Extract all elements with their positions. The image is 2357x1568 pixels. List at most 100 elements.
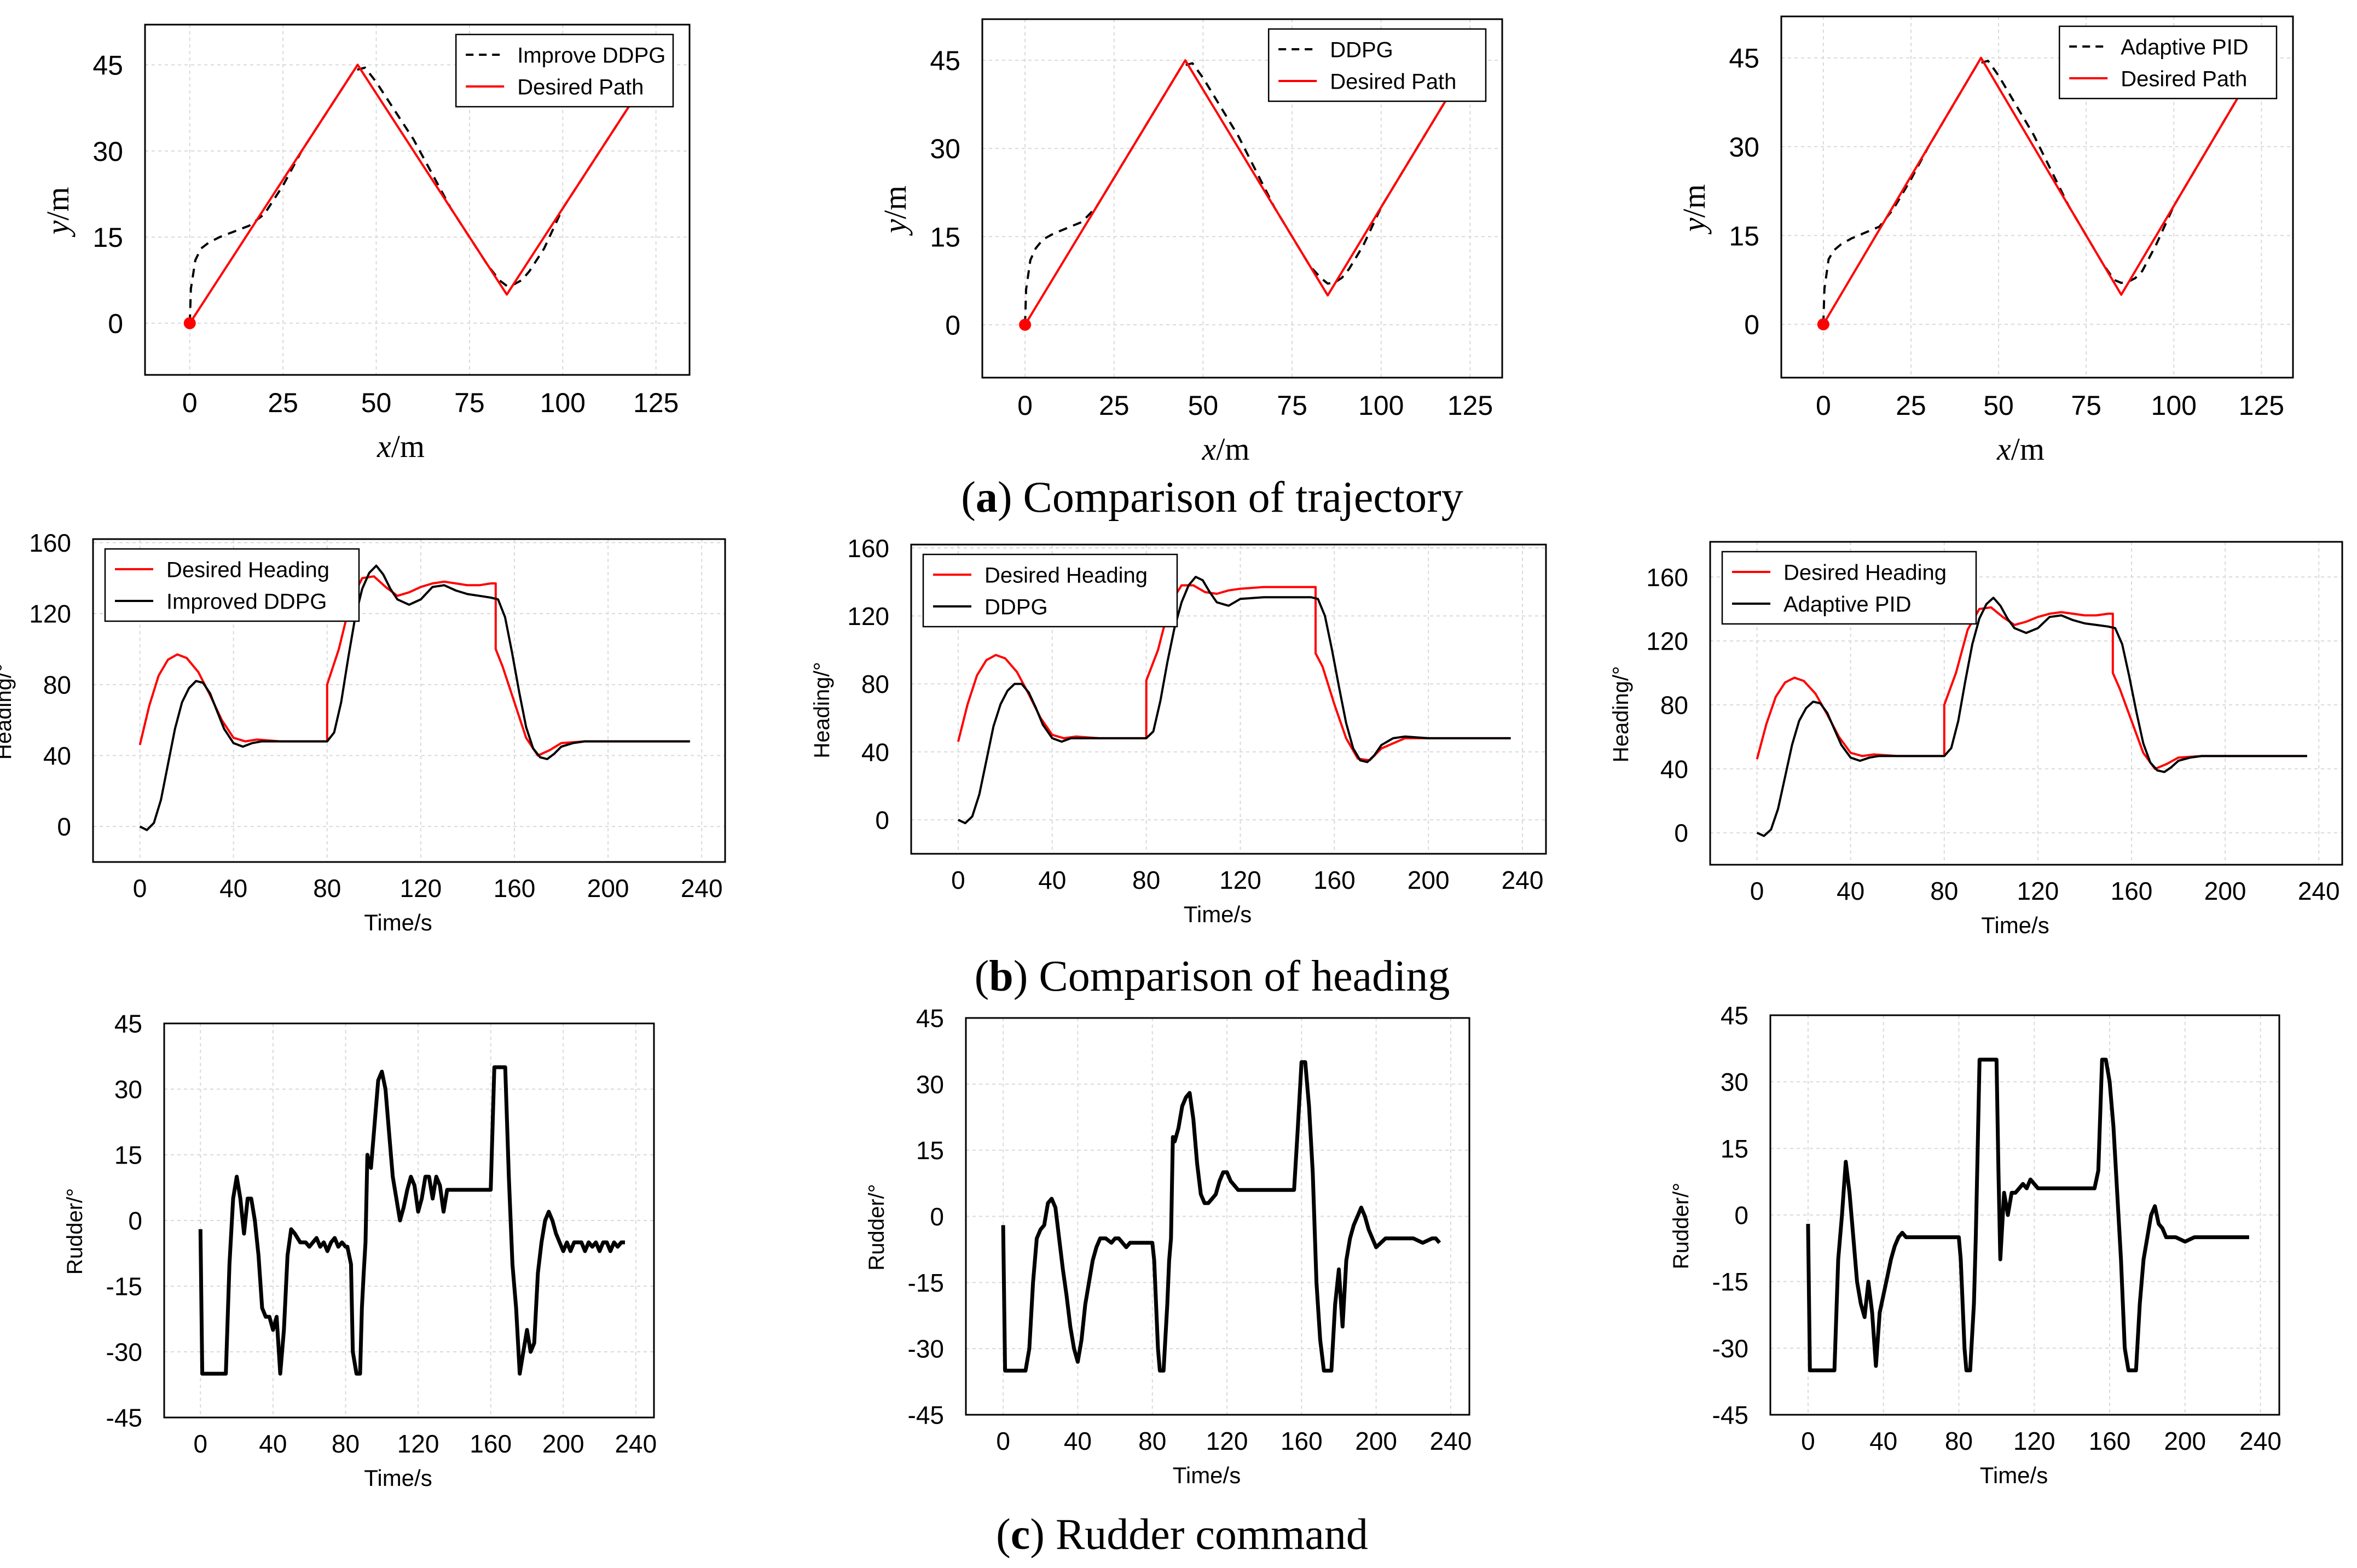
plot-frame: [144, 24, 691, 376]
y-tick-label: -45: [908, 1401, 944, 1430]
series-line-improved-ddpg: [139, 564, 690, 831]
y-tick-label: -15: [908, 1269, 944, 1297]
x-axis-label: Time/s: [364, 910, 432, 935]
legend-box: [1721, 551, 1977, 625]
series-line-rudder: [1806, 1057, 2249, 1373]
x-tick-label: 100: [1358, 390, 1404, 421]
x-tick-label: 40: [1837, 877, 1864, 905]
x-tick-label: 120: [400, 874, 442, 902]
plot-frame: [1769, 1014, 2280, 1416]
legend-label: Desired Path: [2121, 67, 2247, 91]
caption-b: (b) Comparison of heading: [975, 952, 1450, 1000]
y-axis-label: y/m: [40, 187, 76, 238]
caption-c-text: Rudder command: [1056, 1511, 1368, 1559]
legend-box: [1267, 28, 1487, 102]
y-tick-label: 0: [930, 1202, 944, 1231]
y-tick-label: -15: [106, 1272, 142, 1301]
caption-a-letter: a: [976, 473, 998, 522]
caption-c-letter: c: [1011, 1511, 1030, 1559]
y-tick-label: -30: [908, 1335, 944, 1363]
y-tick-label: -45: [106, 1404, 142, 1432]
caption-b-text: Comparison of heading: [1039, 952, 1450, 1000]
series-line-desired-path: [1024, 59, 1472, 326]
plot-frame: [1780, 15, 2294, 379]
x-tick-label: 0: [996, 1427, 1010, 1455]
legend-label: Desired Heading: [985, 563, 1148, 587]
x-tick-label: 240: [615, 1430, 657, 1458]
y-tick-label: -30: [106, 1338, 142, 1367]
y-tick-label: 0: [108, 309, 123, 339]
x-tick-label: 160: [2089, 1427, 2131, 1455]
y-tick-label: 45: [916, 1004, 944, 1033]
y-tick-label: 15: [930, 222, 960, 252]
x-tick-label: 200: [587, 874, 629, 902]
legend-box: [2058, 25, 2278, 100]
plot-frame: [981, 18, 1503, 379]
plot-frame: [910, 543, 1547, 855]
y-tick-label: 30: [114, 1075, 142, 1104]
x-tick-label: 40: [1064, 1427, 1092, 1455]
legend-box: [922, 553, 1178, 628]
y-tick-label: 80: [43, 670, 71, 699]
x-tick-label: 0: [1816, 390, 1831, 421]
x-tick-label: 200: [2204, 877, 2246, 905]
caption-a: (a) Comparison of trajectory: [961, 473, 1463, 522]
x-tick-label: 160: [470, 1430, 512, 1458]
x-tick-label: 80: [332, 1430, 360, 1458]
y-tick-label: -15: [1712, 1268, 1748, 1296]
x-tick-label: 100: [540, 387, 586, 418]
x-tick-label: 0: [1750, 877, 1764, 905]
x-tick-label: 120: [1219, 866, 1261, 894]
x-axis-label: Time/s: [1184, 901, 1252, 927]
y-tick-label: -30: [1712, 1334, 1748, 1363]
series-line-adaptive-pid: [1822, 57, 2263, 325]
x-tick-label: 240: [681, 874, 723, 902]
plot-frame: [965, 1017, 1470, 1416]
y-axis-label: y/m: [1676, 184, 1712, 235]
x-tick-label: 50: [361, 387, 392, 418]
plot-frame: [1709, 541, 2343, 866]
y-tick-label: 45: [1729, 43, 1759, 74]
x-tick-label: 25: [1099, 390, 1130, 421]
y-tick-label: 45: [1721, 1002, 1748, 1030]
y-tick-label: 40: [1660, 755, 1688, 783]
y-axis-label: Rudder/°: [63, 1188, 87, 1275]
x-axis-label: x/m: [1996, 431, 2045, 467]
caption-b-letter: b: [989, 952, 1014, 1000]
y-tick-label: 160: [29, 529, 71, 557]
x-tick-label: 75: [1277, 390, 1307, 421]
y-tick-label: 0: [1734, 1201, 1748, 1230]
y-tick-label: 0: [875, 806, 889, 834]
y-tick-label: 0: [128, 1207, 142, 1235]
series-line-rudder: [198, 1065, 625, 1376]
y-axis-label: Heading/°: [1609, 666, 1633, 762]
x-tick-label: 0: [182, 387, 198, 418]
x-tick-label: 120: [1206, 1427, 1248, 1455]
legend-label: Desired Path: [517, 75, 644, 99]
heading-ddpg-panel: 0 40 80 120 160 200 240 0 40 80 120 160 Time/s Headin…: [810, 534, 1547, 927]
x-tick-label: 120: [397, 1430, 439, 1458]
trajectory-adaptive-pid-panel: 0 25 50 75 100 125 0 15 30 45 x/m y/m Adaptive PID De…: [1676, 15, 2294, 467]
y-tick-label: 30: [1729, 132, 1759, 163]
x-tick-label: 25: [268, 387, 298, 418]
legend-label: Desired Heading: [166, 558, 329, 582]
legend-label: Desired Path: [1330, 70, 1456, 94]
heading-improved-ddpg-panel: 0 40 80 120 160 200 240 0 40 80 120 160 Time/s Headin…: [0, 529, 726, 935]
legend-label: Desired Heading: [1783, 560, 1947, 585]
x-tick-label: 80: [1132, 866, 1160, 894]
y-axis-label: Rudder/°: [865, 1184, 889, 1270]
x-tick-label: 40: [1038, 866, 1066, 894]
legend-label: Improve DDPG: [517, 43, 665, 67]
legend-box: [104, 548, 360, 622]
x-tick-label: 25: [1896, 390, 1926, 421]
y-tick-label: 30: [92, 136, 123, 167]
y-tick-label: 45: [92, 50, 123, 80]
rudder-improved-ddpg-panel: 0 40 80 120 160 200 240 -45 -30 -15 0 15 30 45 Time/s R…: [63, 1010, 657, 1491]
x-axis-label: x/m: [377, 429, 425, 464]
y-tick-label: 80: [861, 670, 889, 698]
y-tick-label: 45: [930, 45, 960, 76]
x-tick-label: 50: [1983, 390, 2014, 421]
x-tick-label: 160: [2111, 877, 2153, 905]
y-tick-label: 30: [1721, 1068, 1748, 1096]
